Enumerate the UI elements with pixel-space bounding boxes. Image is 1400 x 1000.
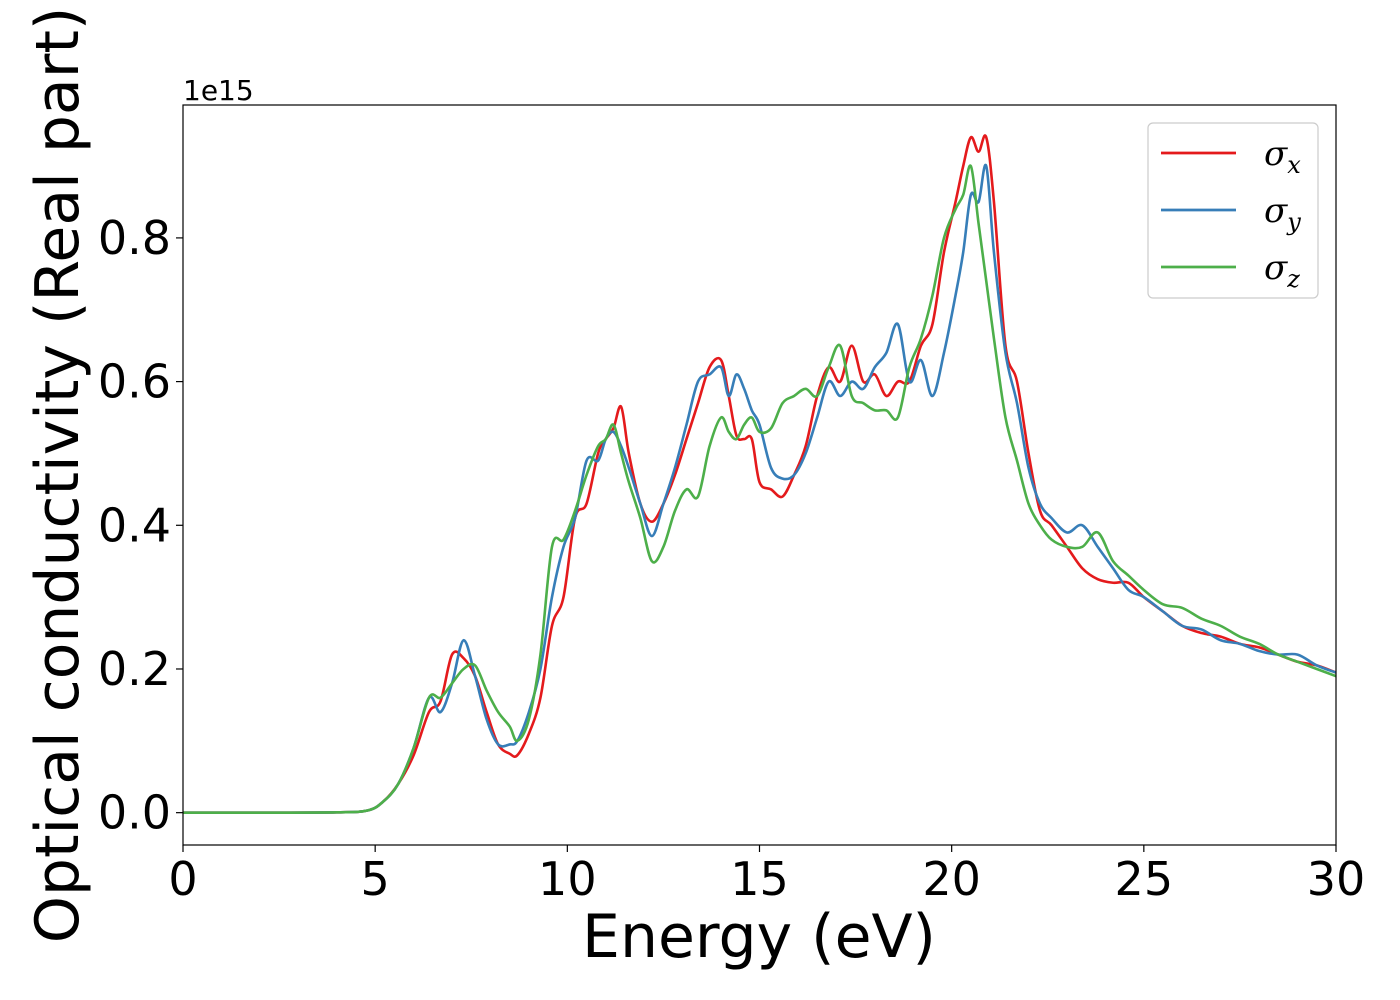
series-lines xyxy=(183,134,1336,814)
series-line-sigma-y xyxy=(183,163,1336,814)
legend-label-sigma-x: σx xyxy=(1264,134,1301,179)
x-tick-label: 20 xyxy=(922,852,981,906)
legend-symbol: σ xyxy=(1264,134,1288,174)
y-tick-label: 0.4 xyxy=(98,498,171,552)
x-tick-label: 10 xyxy=(538,852,597,906)
legend-subscript: y xyxy=(1286,208,1301,236)
legend-symbol: σ xyxy=(1264,248,1288,288)
x-axis-title: Energy (eV) xyxy=(582,902,936,972)
y-tick-label: 0.2 xyxy=(98,642,171,696)
x-axis: 0 5 10 15 20 25 30 xyxy=(168,845,1365,906)
legend-symbol: σ xyxy=(1264,191,1288,231)
y-tick-label: 0.8 xyxy=(98,211,171,265)
y-axis-offset-label: 1e15 xyxy=(183,74,254,107)
x-tick-label: 0 xyxy=(168,852,197,906)
x-tick-label: 30 xyxy=(1307,852,1366,906)
y-axis: 0.0 0.2 0.4 0.6 0.8 xyxy=(98,211,183,840)
legend-label-sigma-y: σy xyxy=(1264,191,1301,236)
y-axis-title: Optical conductivity (Real part) xyxy=(23,7,93,944)
y-tick-label: 0.0 xyxy=(98,786,171,840)
series-line-sigma-z xyxy=(183,164,1336,814)
x-tick-label: 5 xyxy=(361,852,390,906)
y-tick-label: 0.6 xyxy=(98,355,171,409)
legend-label-sigma-z: σz xyxy=(1264,248,1300,293)
series-line-sigma-x xyxy=(183,134,1336,814)
legend-subscript: x xyxy=(1287,151,1301,179)
x-tick-label: 25 xyxy=(1115,852,1174,906)
x-tick-label: 15 xyxy=(730,852,789,906)
legend-subscript: z xyxy=(1286,265,1300,293)
